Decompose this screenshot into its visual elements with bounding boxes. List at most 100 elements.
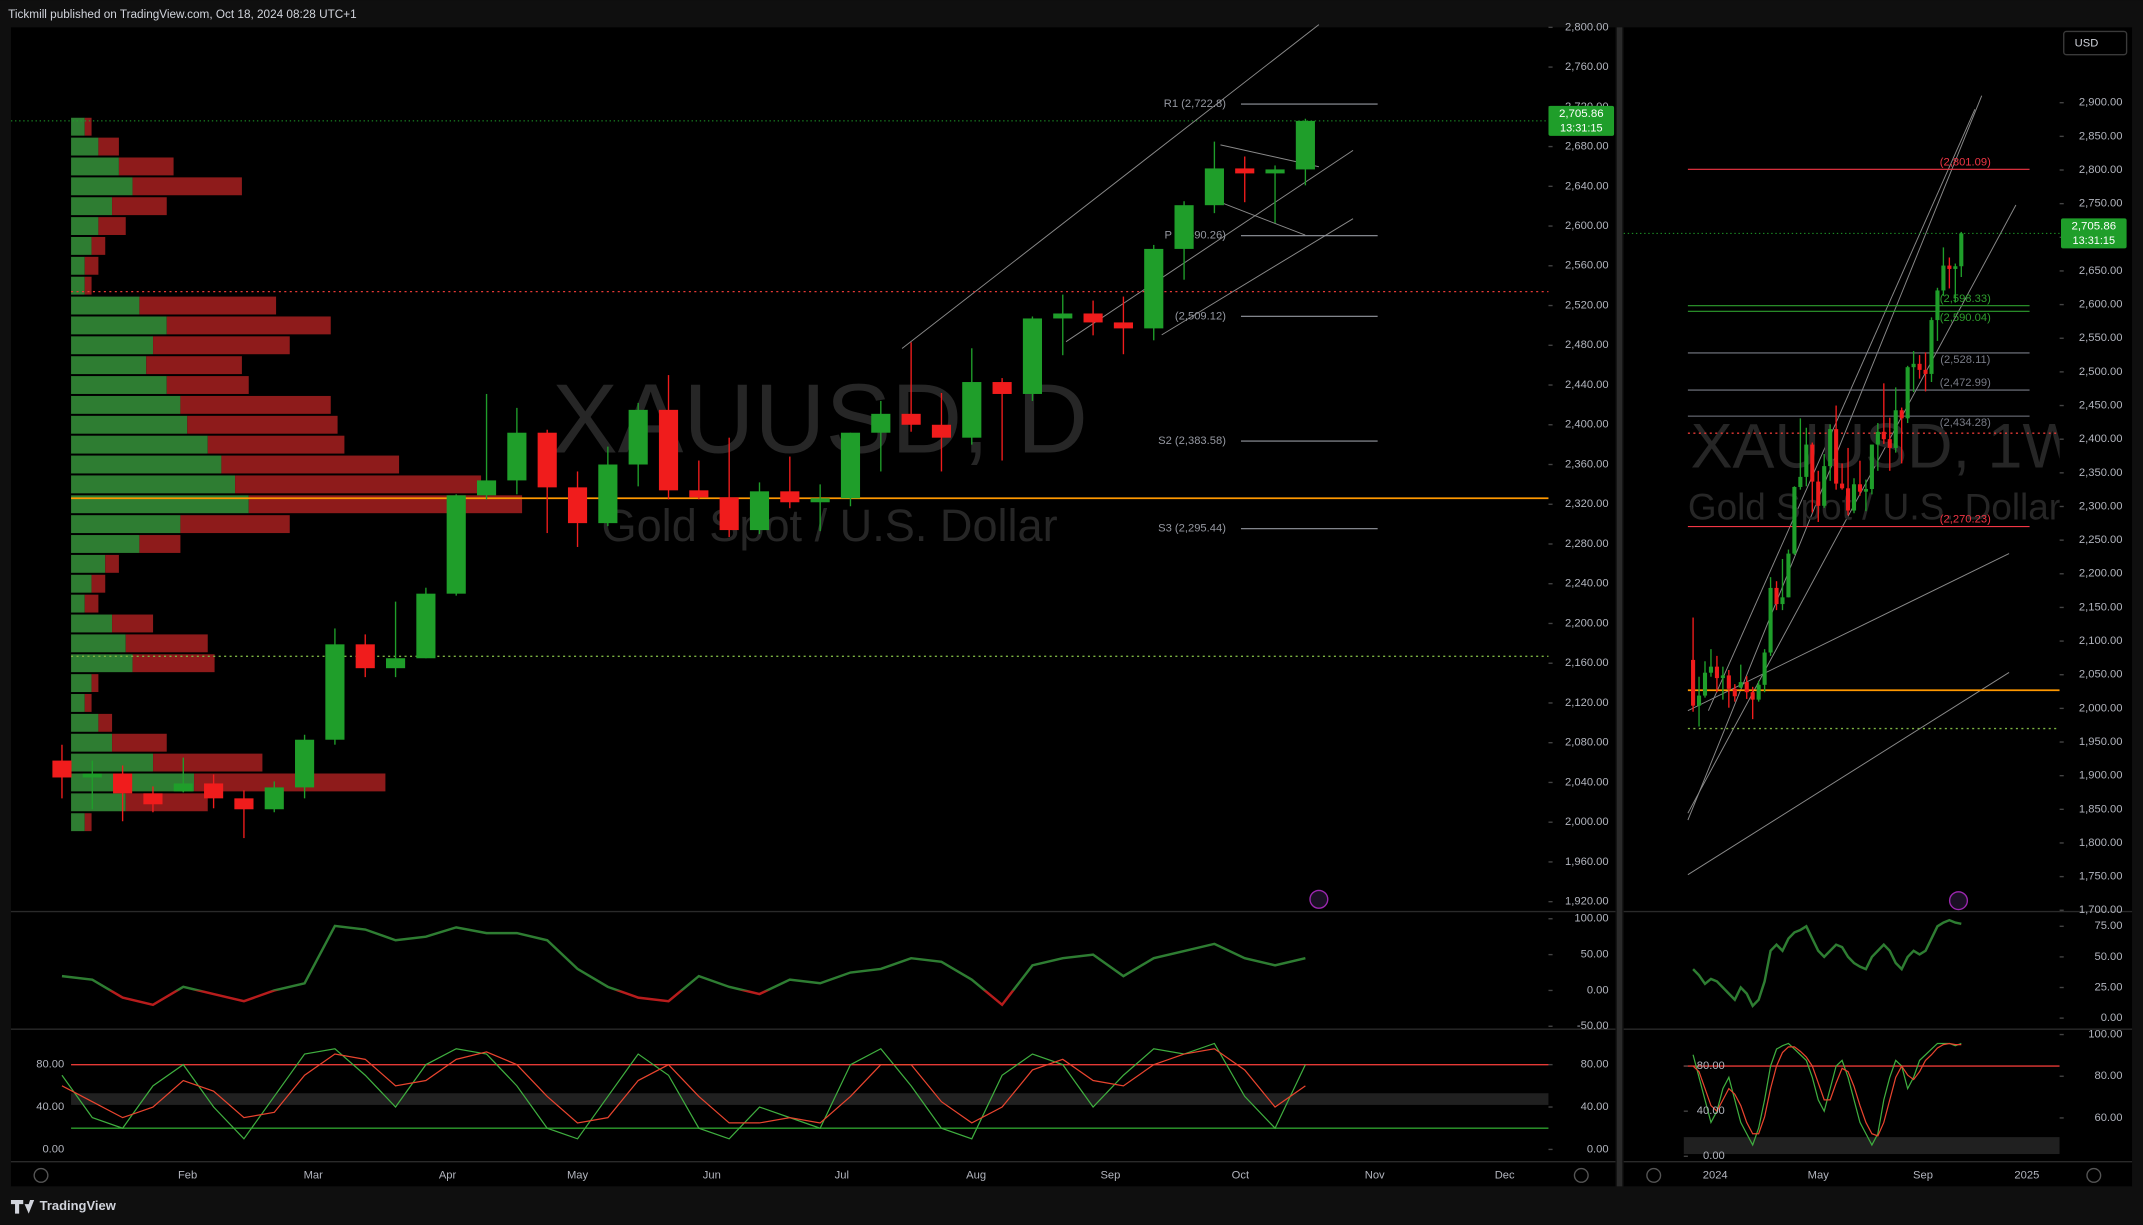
volume-sell [84,694,92,712]
auto-button[interactable] [1573,1167,1589,1183]
pivot-label: (2,590.04) [1940,312,1991,324]
y-tick-label: 2,160.00 [1565,657,1609,669]
candle-body [1828,429,1833,467]
y-tick-label: 1,920.00 [1565,896,1609,908]
candle-body [1869,444,1874,489]
volume-sell [112,733,167,752]
volume-buy [71,197,113,216]
volume-sell [98,713,113,732]
auto-button[interactable] [2086,1167,2102,1183]
candle-body [234,798,254,810]
alert-icons[interactable] [1309,889,1969,911]
trendline [1687,672,2010,876]
right-panel [1623,27,2133,1187]
candle-body [1744,682,1749,693]
y-tick-label: 1,950.00 [2079,736,2123,748]
currency-box[interactable] [2063,30,2128,56]
volume-buy [71,733,113,752]
volume-buy [71,773,195,792]
zoom-button[interactable] [33,1167,49,1183]
y-tick-label: 40.00 [1581,1101,1609,1113]
candle-body [1113,322,1133,329]
y2-tick-label: 40.00 [1697,1105,1725,1117]
candle-body [416,593,436,659]
osc-line [1692,918,1962,1008]
candle-body [1959,233,1964,267]
pane [1692,918,1962,1008]
volume-buy [71,594,85,613]
candle-body [1774,587,1779,605]
y-tick-label: 2,550.00 [2079,332,2123,344]
candle-body [1708,666,1714,673]
countdown: 13:31:15 [1560,122,1603,134]
candle-body [1265,169,1285,174]
candle-body [1834,429,1839,484]
volume-buy [71,813,85,832]
pivot-label: (2,801.09) [1940,156,1991,168]
axis-buttons[interactable] [33,1167,2102,1183]
y-tick-label: 80.00 [2094,1070,2122,1082]
pane [1683,1042,2060,1155]
osc-line-above [61,924,1306,991]
volume-buy [71,634,126,653]
volume-buy [71,654,133,673]
x-tick-label: May [567,1169,589,1181]
candle-body [1726,675,1731,689]
y-tick-label: 2,200.00 [1565,617,1609,629]
last-price-badge [1548,105,1615,136]
x-tick-label: May [1808,1169,1830,1181]
y-tick-label: 2,000.00 [1565,816,1609,828]
currency[interactable]: USD [2075,38,2099,50]
y-tick-label: 50.00 [2094,951,2122,963]
candle-body [1750,692,1755,700]
candle-body [476,480,497,496]
volume-buy [71,554,106,573]
header: Tickmill published on TradingView.com, O… [8,8,356,21]
y-tick-label: 2,520.00 [1565,299,1609,311]
y-tick-label: 80.00 [36,1059,64,1071]
volume-buy [71,435,208,454]
y-tick-label: 75.00 [2094,920,2122,932]
x-tick-label: Jun [703,1169,721,1181]
candle-body [1941,265,1946,291]
candle-body [628,409,648,465]
y-tick-label: 0.00 [1587,984,1609,996]
volume-sell [139,296,277,315]
candle-body [537,432,557,488]
y-tick-label: 2,050.00 [2079,669,2123,681]
pivot-label: (2,528.11) [1940,354,1990,366]
footer: TradingView [40,1198,117,1213]
candle-body [1780,597,1785,605]
volume-sell [235,475,482,494]
trendline [1687,204,2017,814]
volume-buy [71,137,99,156]
candle-body [1762,652,1767,685]
y-tick-label: 2,640.00 [1565,180,1609,192]
zoom-button[interactable] [1646,1167,1662,1183]
candle-body [1917,363,1922,370]
pane-separators [10,910,2133,1163]
candle-body [719,497,739,531]
pivot-label: (2,434.28) [1940,417,1991,429]
pane: XAUUSD, 1W Gold Spot / U.S. Dollar (2,801.… [1623,156,2060,730]
volume-buy [71,713,99,732]
y-tick-label: 2,650.00 [2079,265,2123,277]
volume-buy [71,674,92,693]
stoch-band [71,1093,1549,1105]
alert-icon[interactable] [1948,891,1969,911]
y-tick-label: 25.00 [2094,981,2122,993]
y-tick-label: 0.00 [42,1143,64,1155]
candle-body [1691,659,1696,706]
candle-body [52,760,72,778]
y-tick-label: 2,280.00 [1565,538,1609,550]
alert-icon[interactable] [1309,889,1329,909]
y-tick-label: 2,600.00 [2079,299,2123,311]
pane [61,1042,1549,1140]
candle-body [1905,367,1910,419]
candle-body [1083,313,1103,323]
volume-sell [166,376,249,394]
candle-body [871,413,891,433]
y-tick-label: 0.00 [1587,1143,1609,1155]
y-tick-label: 2,350.00 [2079,467,2123,479]
